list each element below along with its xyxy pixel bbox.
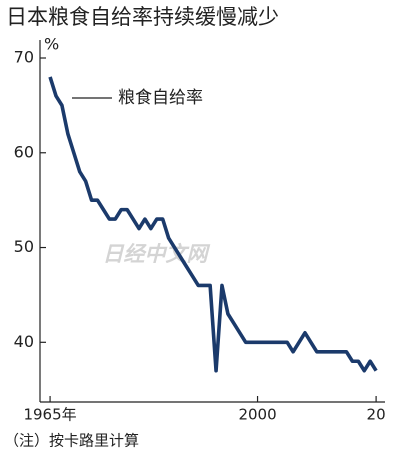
x-tick-label: 2000 <box>238 406 276 424</box>
footnote: （注）按卡路里计算 <box>4 432 139 450</box>
x-tick-label: 20 <box>367 406 386 424</box>
chart-title: 日本粮食自给率持续缓慢减少 <box>6 5 279 29</box>
y-tick-label: 70 <box>14 48 34 67</box>
x-tick-label: 1965年 <box>23 406 76 424</box>
watermark: 日经中文网 <box>103 242 211 266</box>
y-unit: % <box>44 35 59 54</box>
y-tick-label: 60 <box>14 142 34 161</box>
y-tick-label: 40 <box>14 332 34 351</box>
annotation: 粮食自给率 <box>118 88 203 108</box>
y-tick-label: 50 <box>14 237 34 256</box>
data-line <box>48 76 378 373</box>
